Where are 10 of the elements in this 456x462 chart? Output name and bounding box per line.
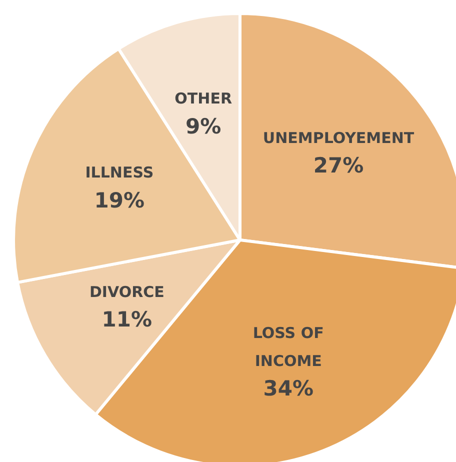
data-label: 27% xyxy=(313,154,364,178)
data-label: 19% xyxy=(94,188,145,212)
slice-label: OTHER xyxy=(174,90,232,108)
data-label: 11% xyxy=(102,307,152,332)
data-label: 34% xyxy=(263,376,314,401)
slice-label: ILLNESS xyxy=(85,164,154,182)
data-label: 9% xyxy=(186,114,222,138)
slice-label: UNEMPLOYEMENT xyxy=(262,129,415,148)
slice-label: DIVORCE xyxy=(89,282,164,301)
slice-label: LOSS OF INCOME xyxy=(252,324,324,370)
